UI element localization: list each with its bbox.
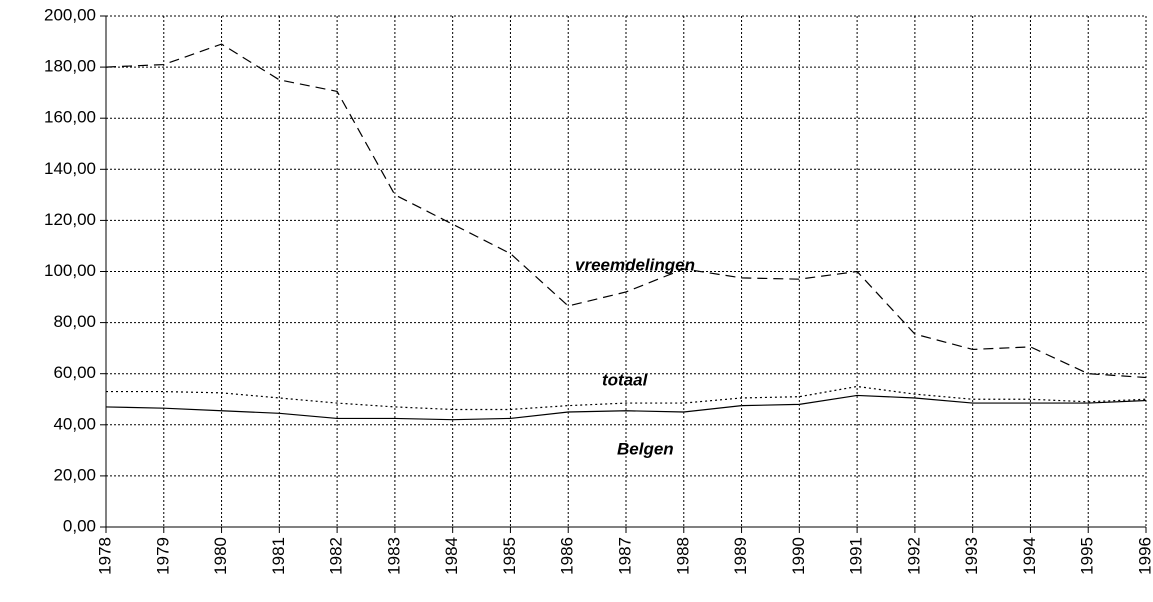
x-tick-label: 1988 <box>673 537 692 575</box>
y-tick-label: 20,00 <box>53 465 96 484</box>
series-line <box>105 394 1147 421</box>
y-tick-label: 0,00 <box>63 516 96 535</box>
series-label: vreemdelingen <box>575 255 695 274</box>
x-tick-label: 1989 <box>731 537 750 575</box>
series-line <box>105 43 1147 379</box>
series-line <box>106 385 1147 411</box>
x-tick-label: 1978 <box>95 537 114 575</box>
y-tick-label: 120,00 <box>44 210 96 229</box>
x-tick-label: 1995 <box>1078 537 1097 575</box>
x-tick-label: 1994 <box>1020 537 1039 575</box>
y-tick-label: 60,00 <box>53 363 96 382</box>
x-tick-label: 1982 <box>327 537 346 575</box>
y-tick-label: 160,00 <box>44 108 96 127</box>
x-tick-label: 1983 <box>384 537 403 575</box>
x-tick-label: 1984 <box>442 537 461 575</box>
x-tick-label: 1991 <box>847 537 866 575</box>
x-tick-label: 1987 <box>615 537 634 575</box>
x-tick-label: 1981 <box>269 537 288 575</box>
y-tick-label: 80,00 <box>53 312 96 331</box>
y-tick-label: 100,00 <box>44 261 96 280</box>
x-tick-label: 1985 <box>500 537 519 575</box>
y-tick-label: 140,00 <box>44 159 96 178</box>
x-tick-label: 1996 <box>1135 537 1153 575</box>
x-tick-label: 1993 <box>962 537 981 575</box>
y-tick-label: 200,00 <box>44 5 96 24</box>
x-tick-label: 1990 <box>789 537 808 575</box>
x-tick-label: 1986 <box>558 537 577 575</box>
y-tick-label: 40,00 <box>53 414 96 433</box>
series-label: Belgen <box>617 439 674 458</box>
x-tick-label: 1992 <box>904 537 923 575</box>
x-tick-label: 1980 <box>211 537 230 575</box>
x-tick-label: 1979 <box>153 537 172 575</box>
series-label: totaal <box>602 370 649 389</box>
y-tick-label: 180,00 <box>44 57 96 76</box>
